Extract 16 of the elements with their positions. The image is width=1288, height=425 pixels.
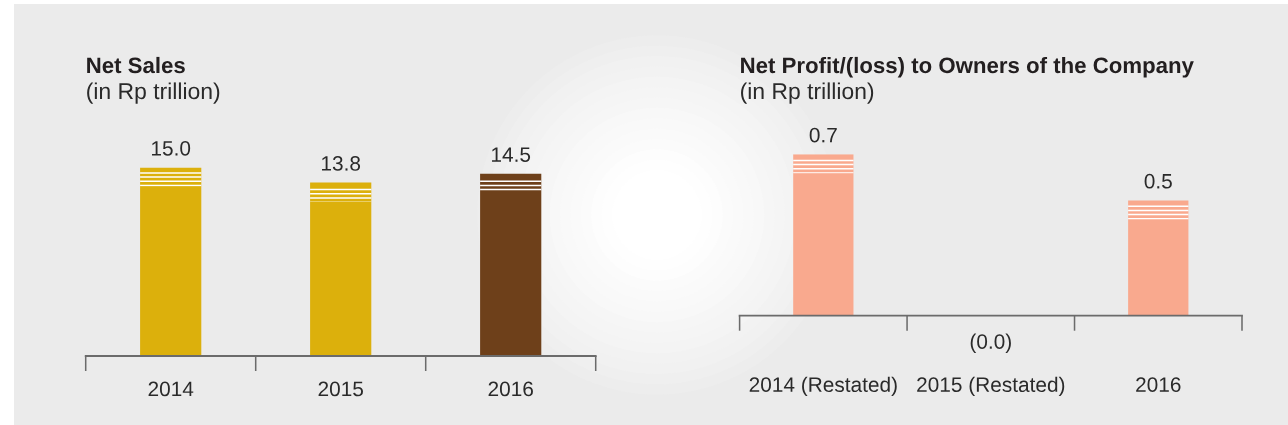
x-tick-label: 2015 (318, 381, 363, 397)
chart-title: Net Profit/(loss) to Owners of the Company (741, 56, 1194, 78)
data-label: 14.5 (492, 147, 531, 162)
data-label: (0.0) (970, 333, 1011, 354)
data-label: 0.7 (809, 127, 837, 143)
x-tick-label: 2016 (1136, 377, 1181, 392)
chart-subtitle: (in Rp trillion) (741, 82, 874, 104)
chart-title: Net Sales (87, 56, 185, 74)
x-tick-label: 2015 (Restated) (917, 376, 1065, 397)
x-tick-label: 2016 (488, 381, 533, 397)
data-label: 0.5 (1144, 173, 1172, 189)
x-tick-label: 2014 (148, 381, 194, 397)
chart-subtitle: (in Rp trillion) (87, 82, 220, 104)
data-label: 13.8 (322, 156, 361, 171)
data-label: 15.0 (152, 140, 191, 156)
x-tick-label: 2014 (Restated) (749, 376, 897, 397)
